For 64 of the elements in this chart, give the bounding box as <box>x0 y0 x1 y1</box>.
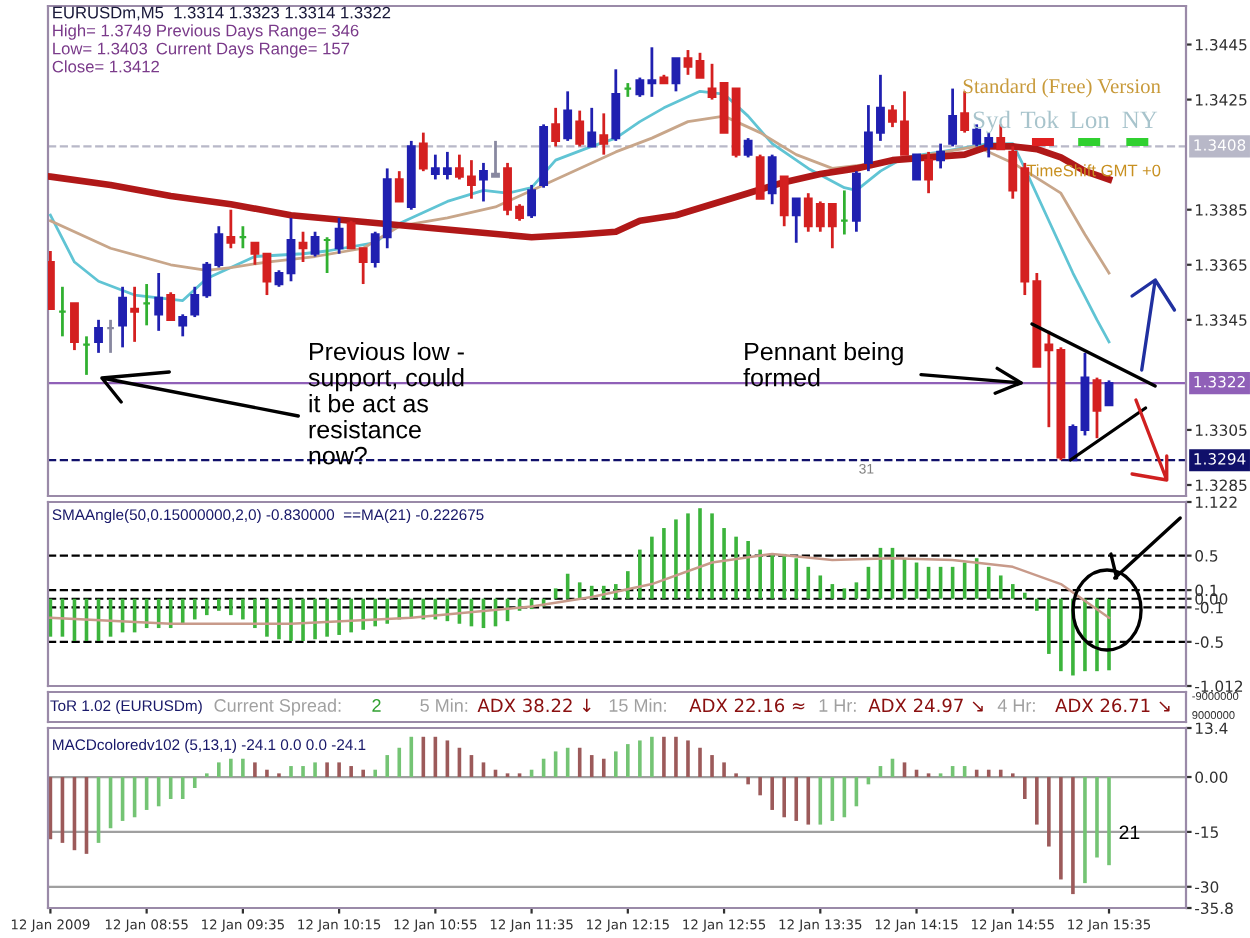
candlestick <box>599 111 609 157</box>
text: 5 Min: <box>420 698 468 712</box>
text: 2 <box>372 699 381 712</box>
candlestick <box>563 89 573 143</box>
chart-title: EURUSDm,M5 1.3314 1.3323 1.3314 1.3322 <box>53 6 391 21</box>
candlestick <box>611 67 621 143</box>
annotation: Previous Days Range= 346 <box>157 24 359 40</box>
candlestick <box>491 139 500 179</box>
candlestick <box>286 216 296 283</box>
candlestick <box>936 142 946 170</box>
text: 4 Hr: <box>997 699 1035 712</box>
candlestick <box>671 56 681 93</box>
annotation: Tok <box>1020 110 1059 129</box>
annotation: High= 1.3749 <box>53 24 151 40</box>
candlestick <box>924 150 933 195</box>
annotation: 21 <box>1119 825 1140 840</box>
candlestick <box>695 51 705 79</box>
candlestick <box>130 285 140 344</box>
text: ADX 38.22 ↓ <box>477 698 591 713</box>
candlestick <box>527 183 537 220</box>
candlestick <box>226 208 236 250</box>
candlestick <box>310 230 320 258</box>
candlestick <box>70 301 79 352</box>
candlestick <box>250 241 260 267</box>
candlestick <box>94 318 103 355</box>
candlestick <box>178 312 188 338</box>
text: Current Spread: <box>214 698 341 716</box>
candlestick <box>575 109 585 148</box>
candlestick <box>707 62 717 101</box>
candlestick <box>851 169 861 234</box>
candlestick <box>587 106 597 148</box>
candlestick <box>779 175 789 228</box>
annotation: Lon <box>1070 111 1110 129</box>
candlestick <box>394 169 404 203</box>
candlestick <box>743 136 753 159</box>
candlestick <box>334 216 344 256</box>
text: ADX 26.71 ↘ <box>1055 698 1170 713</box>
annotation: Syd <box>973 110 1011 134</box>
candlestick <box>551 106 561 148</box>
candlestick <box>683 48 693 77</box>
text: ADX 24.97 ↘ <box>868 698 983 713</box>
candlestick <box>48 249 55 311</box>
text: 15 Min: <box>609 698 666 712</box>
candlestick <box>791 197 801 245</box>
annotation: Close= 1.3412 <box>52 60 159 73</box>
candlestick <box>1104 378 1114 407</box>
line-series <box>49 552 1111 625</box>
annotation: Current Days Range= 157 <box>156 42 350 58</box>
candlestick <box>479 161 488 203</box>
candlestick <box>262 252 272 297</box>
candlestick <box>1092 376 1102 440</box>
candlestick <box>166 290 176 322</box>
annotation: Low= 1.3403 <box>53 42 148 55</box>
candlestick <box>118 285 127 349</box>
candlestick <box>948 87 958 148</box>
text: ADX 22.16 ≈ <box>689 698 805 713</box>
candlestick <box>767 153 777 206</box>
candlestick <box>154 271 164 333</box>
text: 1 Hr: <box>819 699 856 712</box>
candlestick <box>755 153 765 201</box>
candlestick <box>418 131 428 173</box>
annotation: NY <box>1122 111 1158 129</box>
annotation: Standard (Free) Version <box>963 78 1161 98</box>
candlestick <box>912 153 921 181</box>
